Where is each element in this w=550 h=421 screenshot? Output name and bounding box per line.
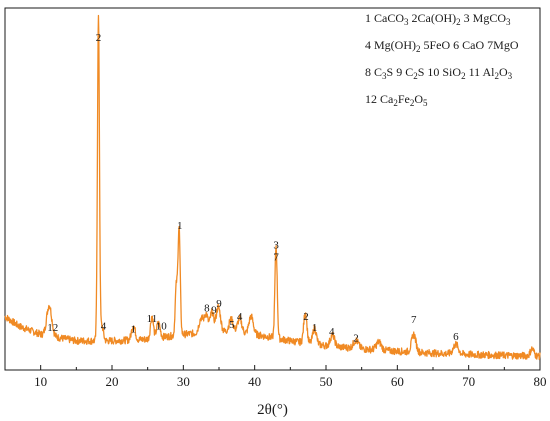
legend-subscript: 2: [461, 71, 466, 81]
plot-frame: [4, 7, 541, 371]
peak-label: 5: [229, 319, 235, 331]
legend-subscript: 3: [508, 71, 513, 81]
x-tick-label-80: 80: [534, 374, 547, 389]
legend-subscript: 2: [413, 71, 418, 81]
peak-label: 6: [453, 331, 459, 343]
x-axis: 10 20 30 40 50 60 70 80: [4, 365, 547, 389]
legend-subscript: 3: [506, 17, 511, 27]
peak-label: 1: [131, 324, 137, 336]
peak-label: 4: [101, 321, 107, 333]
legend-text: 4 Mg(OH): [365, 38, 416, 52]
peak-label: 12: [47, 322, 58, 334]
legend-text: 8 C: [365, 65, 382, 79]
peak-label: 7: [411, 314, 417, 326]
legend-subscript: 3: [382, 71, 387, 81]
x-axis-title: 2θ(°): [257, 402, 288, 418]
legend-text: 3 MgCO: [461, 11, 507, 25]
peak-label: 9: [216, 298, 222, 310]
legend-text: 5FeO 6 CaO 7MgO: [421, 38, 519, 52]
legend-text: Fe: [398, 92, 410, 106]
legend-subscript: 2: [410, 98, 415, 108]
legend-line-1: 1 CaCO3 2Ca(OH)2 3 MgCO3: [365, 11, 511, 27]
legend-line-3: 8 C3S 9 C2S 10 SiO2 11 Al2O3: [365, 65, 513, 81]
legend-subscript: 2: [416, 44, 421, 54]
legend-text: 2Ca(OH): [409, 11, 457, 25]
x-tick-label-70: 70: [462, 374, 475, 389]
peak-label: 2: [303, 311, 309, 323]
xrd-pattern-line: [4, 14, 541, 361]
peak-label: 10: [156, 321, 168, 333]
legend-text: O: [414, 92, 423, 106]
peak-label: 1: [177, 220, 183, 232]
peak-label: 4: [329, 326, 335, 338]
legend-subscript: 5: [423, 98, 428, 108]
peak-label: 1: [312, 322, 318, 334]
x-tick-label-10: 10: [34, 374, 47, 389]
legend-text: 12 Ca: [365, 92, 394, 106]
legend-text: S 10 SiO: [418, 65, 462, 79]
x-tick-label-30: 30: [177, 374, 190, 389]
legend-line-2: 4 Mg(OH)2 5FeO 6 CaO 7MgO: [365, 38, 519, 54]
legend-text: 1 CaCO: [365, 11, 404, 25]
legend-line-4: 12 Ca2Fe2O5: [365, 92, 428, 108]
peak-label: 8: [204, 303, 210, 315]
peak-label: 4: [237, 311, 243, 323]
legend-text: 11 Al: [466, 65, 496, 79]
legend-subscript: 2: [393, 98, 398, 108]
x-tick-label-60: 60: [391, 374, 404, 389]
peak-label: 3: [273, 240, 279, 252]
x-tick-label-50: 50: [320, 374, 333, 389]
plot-area: [4, 7, 541, 371]
legend-text: O: [499, 65, 508, 79]
peak-label: 7: [273, 251, 279, 263]
x-tick-label-40: 40: [248, 374, 261, 389]
x-tick-label-20: 20: [106, 374, 119, 389]
peak-label: 2: [96, 32, 102, 44]
peak-label: 2: [353, 332, 359, 344]
legend-subscript: 2: [494, 71, 499, 81]
legend-text: S 9 C: [387, 65, 414, 79]
legend-subscript: 2: [456, 17, 461, 27]
legend-subscript: 3: [404, 17, 409, 27]
peak-label: 9: [211, 304, 217, 316]
peak-label: 11: [147, 313, 158, 325]
